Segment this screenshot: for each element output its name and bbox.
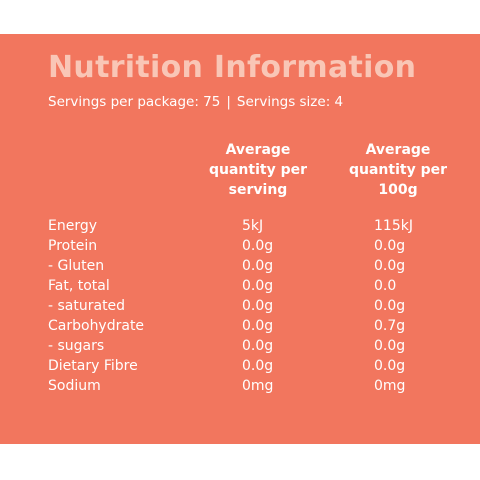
- page-title: Nutrition Information: [48, 50, 417, 85]
- nutrition-table: Energy 5kJ 115kJ Protein 0.0g 0.0g - Glu…: [48, 216, 468, 396]
- table-row: - sugars 0.0g 0.0g: [48, 336, 468, 356]
- per-100g-value: 0.0g: [374, 238, 406, 254]
- per-100g-value: 0.0g: [374, 338, 406, 354]
- table-row: - saturated 0.0g 0.0g: [48, 296, 468, 316]
- nutrient-name: Protein: [48, 238, 98, 254]
- per-100g-value: 115kJ: [374, 218, 413, 234]
- table-row: Carbohydrate 0.0g 0.7g: [48, 316, 468, 336]
- nutrient-name: - sugars: [48, 338, 105, 354]
- per-serving-value: 0.0g: [242, 318, 274, 334]
- nutrient-name: - Gluten: [48, 258, 105, 274]
- per-100g-value: 0.0g: [374, 358, 406, 374]
- nutrition-panel: Nutrition Information Servings per packa…: [0, 34, 480, 444]
- per-100g-value: 0.0: [374, 278, 397, 294]
- nutrient-name: - saturated: [48, 298, 126, 314]
- per-serving-value: 0.0g: [242, 278, 274, 294]
- table-row: Sodium 0mg 0mg: [48, 376, 468, 396]
- table-row: Protein 0.0g 0.0g: [48, 236, 468, 256]
- per-serving-value: 0.0g: [242, 358, 274, 374]
- column-header-per-serving: Average quantity per serving: [208, 142, 307, 198]
- nutrient-name: Fat, total: [48, 278, 110, 294]
- servings-size: Servings size: 4: [236, 94, 344, 110]
- nutrient-name: Carbohydrate: [48, 318, 145, 334]
- per-serving-value: 5kJ: [242, 218, 264, 234]
- servings-per-package: Servings per package: 75: [48, 94, 221, 110]
- per-serving-value: 0.0g: [242, 338, 274, 354]
- servings-separator: |: [226, 94, 231, 110]
- table-row: Energy 5kJ 115kJ: [48, 216, 468, 236]
- per-100g-value: 0.7g: [374, 318, 406, 334]
- nutrient-name: Energy: [48, 218, 98, 234]
- per-serving-value: 0mg: [242, 378, 274, 394]
- per-100g-value: 0.0g: [374, 258, 406, 274]
- per-100g-value: 0.0g: [374, 298, 406, 314]
- per-100g-value: 0mg: [374, 378, 406, 394]
- nutrient-name: Dietary Fibre: [48, 358, 138, 374]
- table-row: - Gluten 0.0g 0.0g: [48, 256, 468, 276]
- per-serving-value: 0.0g: [242, 258, 274, 274]
- servings-info: Servings per package: 75 | Servings size: …: [48, 94, 343, 110]
- per-serving-value: 0.0g: [242, 238, 274, 254]
- nutrient-name: Sodium: [48, 378, 101, 394]
- column-header-per-100g: Average quantity per 100g: [348, 142, 447, 198]
- table-row: Fat, total 0.0g 0.0: [48, 276, 468, 296]
- table-row: Dietary Fibre 0.0g 0.0g: [48, 356, 468, 376]
- per-serving-value: 0.0g: [242, 298, 274, 314]
